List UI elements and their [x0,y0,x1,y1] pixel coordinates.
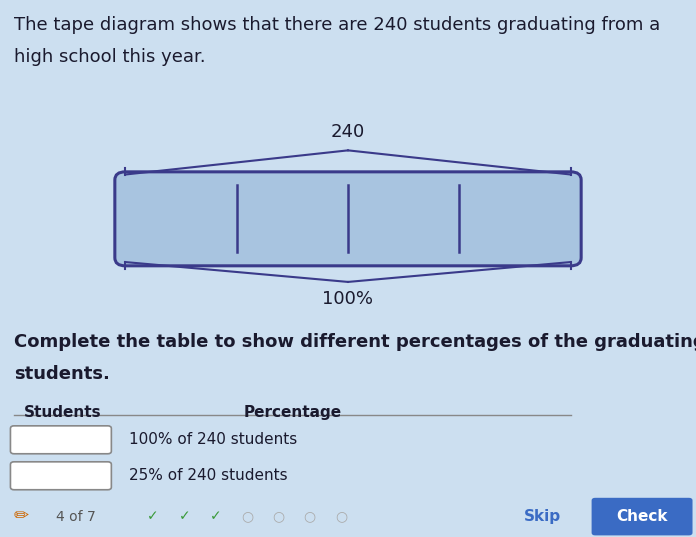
Text: 240: 240 [331,122,365,141]
Text: Skip: Skip [524,509,562,524]
Text: 25% of 240 students: 25% of 240 students [129,468,287,483]
Text: Percentage: Percentage [244,405,341,420]
Text: ✓: ✓ [148,510,159,524]
Text: ○: ○ [335,510,347,524]
Text: ○: ○ [241,510,253,524]
Text: high school this year.: high school this year. [14,48,205,67]
Text: ✓: ✓ [210,510,221,524]
Text: students.: students. [14,365,110,383]
Text: 4 of 7: 4 of 7 [56,510,95,524]
FancyBboxPatch shape [115,172,581,266]
Text: The tape diagram shows that there are 240 students graduating from a: The tape diagram shows that there are 24… [14,16,661,34]
Text: Students: Students [24,405,102,420]
Text: ○: ○ [303,510,316,524]
Text: ○: ○ [272,510,285,524]
Text: 100% of 240 students: 100% of 240 students [129,432,297,447]
Text: 100%: 100% [322,290,374,308]
FancyBboxPatch shape [10,462,111,490]
FancyBboxPatch shape [10,426,111,454]
Text: Check: Check [616,509,667,524]
Text: ✏: ✏ [14,507,29,526]
Text: Complete the table to show different percentages of the graduating: Complete the table to show different per… [14,333,696,351]
Text: ✓: ✓ [179,510,190,524]
FancyBboxPatch shape [592,498,693,535]
